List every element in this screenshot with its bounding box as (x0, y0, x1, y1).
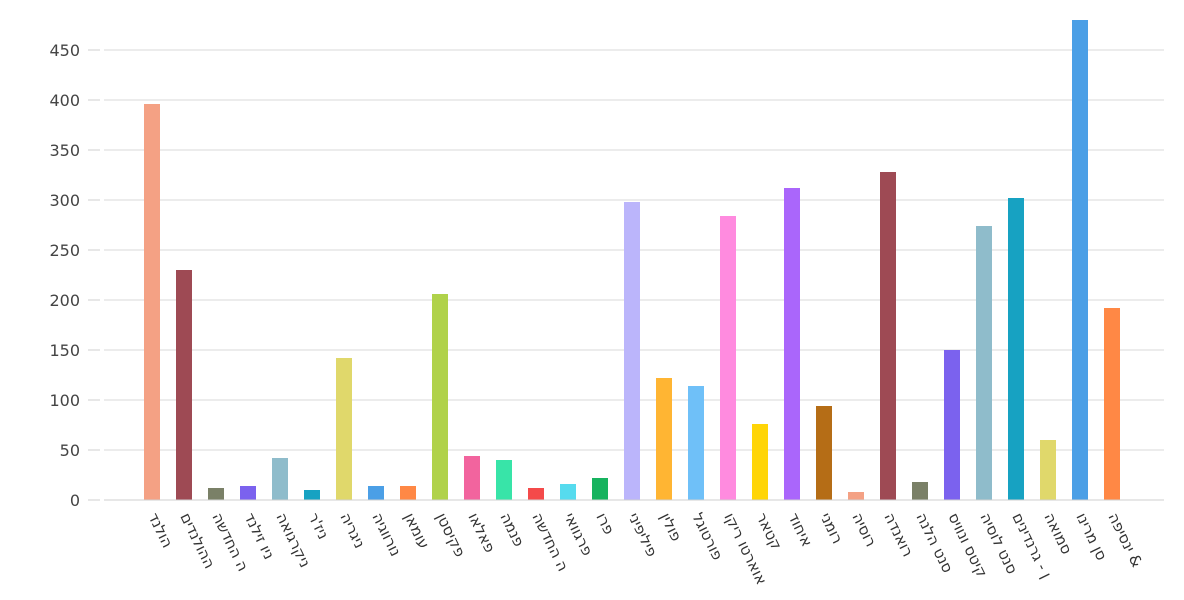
y-tick-label: 250 (49, 241, 80, 260)
x-tick-label: ינסיפה & (1104, 510, 1146, 570)
x-tick-label: קטאר (752, 510, 785, 553)
bar (400, 486, 416, 500)
bars (144, 20, 1120, 500)
x-tick-label: נורווגיה (368, 510, 404, 559)
x-tick-label: עומאן (400, 510, 433, 552)
y-tick-label: 50 (60, 441, 80, 460)
x-tick-label: פנמה (496, 510, 528, 550)
bar (656, 378, 672, 500)
x-tick-label: פקיסטן (432, 510, 469, 560)
bar (912, 482, 928, 500)
x-tick-label: פאלאו (464, 510, 499, 556)
y-tick-label: 200 (49, 291, 80, 310)
bar (848, 492, 864, 500)
bar (336, 358, 352, 500)
y-tick-label: 300 (49, 191, 80, 210)
bar (432, 294, 448, 500)
y-axis: 0 50 100 150 200 250 300 350 400 450 (49, 41, 100, 510)
x-tick-label: רוסיה (848, 510, 880, 550)
x-tick-label: הולנד (144, 510, 176, 551)
x-tick-label: פיליפיני (624, 510, 661, 560)
bar (1104, 308, 1120, 500)
bar (208, 488, 224, 500)
bar (1072, 20, 1088, 500)
bar (720, 216, 736, 500)
x-tick-label: ניגריה (336, 510, 368, 551)
x-tick-label: ניז'ר (304, 510, 332, 542)
bar (688, 386, 704, 500)
x-tick-label: איחוד (784, 510, 816, 550)
bar (272, 458, 288, 500)
y-tick-label: 400 (49, 91, 80, 110)
bar (752, 424, 768, 500)
bar (816, 406, 832, 500)
bar (880, 172, 896, 500)
bar (784, 188, 800, 500)
x-tick-label: סמואה (1040, 510, 1075, 557)
bar (464, 456, 480, 500)
bar (1040, 440, 1056, 500)
bar (592, 478, 608, 500)
y-tick-label: 350 (49, 141, 80, 160)
bar (528, 488, 544, 500)
bar (496, 460, 512, 500)
x-tick-label: רואנדה (880, 510, 917, 560)
x-tick-label: פולין (656, 510, 685, 544)
x-tick-label: פרו (592, 510, 618, 538)
y-tick-label: 100 (49, 391, 80, 410)
bar (976, 226, 992, 500)
bar (144, 104, 160, 500)
bar (176, 270, 192, 500)
bar (1008, 198, 1024, 500)
bar (304, 490, 320, 500)
x-tick-label: רומני (816, 510, 846, 547)
bar (368, 486, 384, 500)
bar (944, 350, 960, 500)
bar (240, 486, 256, 500)
y-tick-label: 150 (49, 341, 80, 360)
bar (560, 484, 576, 500)
bar (624, 202, 640, 500)
y-tick-label: 450 (49, 41, 80, 60)
y-tick-label: 0 (70, 491, 80, 510)
